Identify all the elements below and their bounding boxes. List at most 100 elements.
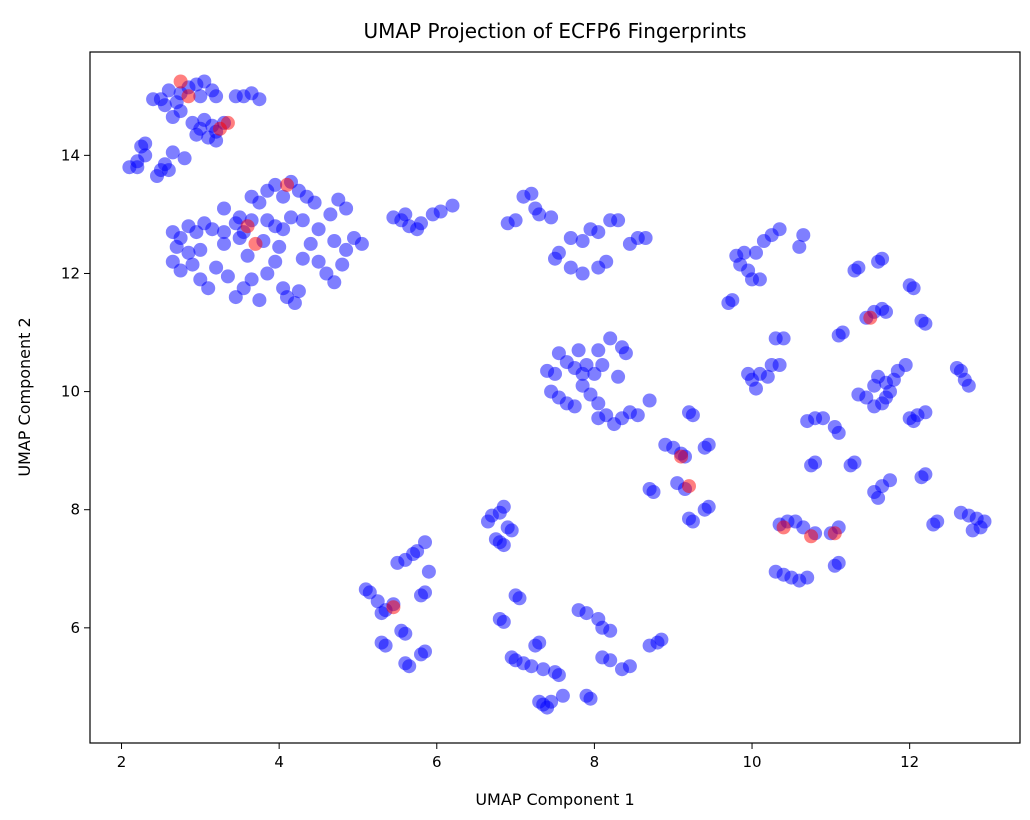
data-point	[918, 316, 933, 331]
data-point	[209, 89, 224, 104]
data-point	[410, 222, 425, 237]
x-tick-label: 2	[117, 753, 127, 771]
data-point	[776, 520, 791, 535]
data-point	[622, 659, 637, 674]
data-point	[418, 644, 432, 659]
data-point	[804, 529, 819, 544]
data-point	[189, 127, 204, 142]
data-point	[307, 195, 322, 210]
data-point	[591, 343, 606, 358]
x-axis-label: UMAP Component 1	[475, 790, 634, 809]
data-point	[291, 284, 306, 299]
data-point	[244, 272, 259, 287]
chart-title: UMAP Projection of ECFP6 Fingerprints	[363, 19, 746, 43]
x-tick-label: 10	[742, 753, 761, 771]
data-point	[701, 437, 716, 452]
data-point	[295, 251, 310, 266]
data-point	[701, 499, 716, 514]
data-point	[595, 358, 610, 372]
data-point	[284, 210, 298, 225]
data-point	[772, 222, 787, 237]
data-point	[323, 207, 338, 222]
data-point	[863, 310, 878, 325]
data-point	[280, 177, 294, 192]
data-point	[209, 133, 224, 148]
data-point	[536, 662, 551, 677]
data-point	[772, 358, 787, 372]
data-point	[181, 245, 196, 260]
data-point	[496, 538, 511, 553]
data-point	[879, 390, 893, 405]
data-point	[252, 293, 267, 308]
data-point	[796, 228, 811, 243]
data-point	[512, 591, 527, 606]
data-point	[579, 606, 594, 621]
data-point	[339, 242, 354, 257]
data-point	[260, 266, 275, 281]
data-point	[591, 225, 606, 240]
data-point	[654, 632, 669, 647]
data-point	[418, 535, 432, 550]
data-point	[682, 479, 696, 494]
data-point	[433, 204, 448, 219]
data-points	[122, 74, 992, 715]
data-point	[276, 189, 291, 204]
data-point	[335, 257, 350, 272]
data-point	[827, 526, 842, 541]
data-point	[378, 638, 393, 653]
data-point	[611, 369, 626, 384]
data-point	[879, 304, 893, 319]
data-point	[217, 236, 231, 251]
data-point	[749, 245, 763, 260]
data-point	[532, 635, 547, 650]
data-point	[232, 231, 247, 245]
data-point	[177, 151, 192, 166]
data-point	[752, 272, 767, 287]
data-point	[240, 248, 255, 263]
x-tick-label: 12	[900, 753, 919, 771]
data-point	[725, 293, 740, 308]
data-point	[544, 210, 559, 225]
data-point	[571, 343, 586, 358]
data-point	[193, 242, 208, 257]
data-point	[871, 490, 886, 505]
data-point	[965, 523, 980, 538]
data-point	[642, 393, 657, 408]
data-point	[599, 254, 614, 269]
data-point	[445, 198, 460, 213]
data-point	[402, 659, 417, 674]
data-point	[808, 455, 823, 470]
data-point	[504, 523, 519, 538]
data-point	[268, 254, 283, 269]
data-point	[906, 281, 921, 296]
data-point	[303, 236, 318, 251]
data-point	[630, 408, 645, 423]
data-point	[816, 411, 830, 426]
data-point	[354, 236, 369, 251]
y-axis-label: UMAP Component 2	[15, 317, 34, 476]
data-point	[374, 606, 389, 621]
data-point	[339, 201, 354, 216]
data-point	[591, 396, 606, 411]
data-point	[567, 399, 582, 414]
data-point	[555, 688, 570, 703]
data-point	[800, 570, 815, 585]
data-point	[847, 455, 862, 470]
data-point	[496, 614, 511, 629]
data-point	[749, 381, 763, 396]
data-point	[575, 266, 590, 281]
data-point	[220, 269, 235, 284]
data-point	[311, 254, 326, 269]
data-point	[737, 245, 752, 260]
data-point	[851, 260, 866, 275]
data-point	[181, 89, 196, 104]
data-point	[603, 653, 618, 668]
data-point	[898, 358, 913, 372]
data-point	[398, 626, 413, 641]
x-tick-label: 4	[274, 753, 284, 771]
data-point	[792, 239, 807, 254]
data-point	[524, 186, 539, 201]
data-point	[579, 688, 594, 703]
data-point	[638, 231, 653, 245]
data-point	[205, 222, 220, 237]
